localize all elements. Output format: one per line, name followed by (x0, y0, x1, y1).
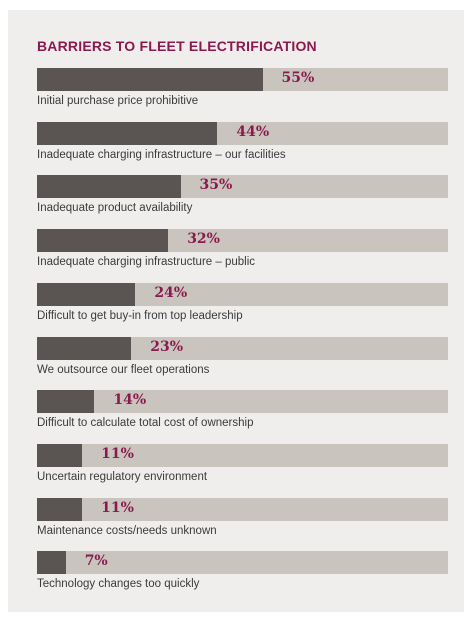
category-label: Difficult to calculate total cost of own… (37, 417, 254, 430)
value-label: 11% (101, 499, 134, 516)
bar (37, 390, 95, 414)
value-label: 7% (84, 553, 108, 570)
value-label: 44% (236, 123, 270, 140)
bar-row: 35% Inadequate product availability (37, 175, 448, 229)
category-label: We outsource our fleet operations (37, 363, 210, 376)
bar (37, 551, 66, 575)
bar-row: 14% Difficult to calculate total cost of … (37, 390, 448, 444)
value-label: 23% (150, 338, 184, 355)
category-label: Inadequate product availability (37, 202, 193, 215)
value-label: 11% (101, 445, 134, 462)
bar (37, 68, 263, 91)
bar-track (37, 175, 448, 199)
bar (37, 229, 169, 253)
bar (37, 121, 218, 145)
chart-title: BARRIERS TO FLEET ELECTRIFICATION (37, 38, 317, 54)
bar-row: 32% Inadequate charging infrastructure – … (37, 229, 448, 283)
value-label: 32% (187, 231, 220, 248)
category-label: Inadequate charging infrastructure – pub… (37, 256, 256, 269)
category-label: Technology changes too quickly (37, 578, 200, 591)
bar-row: 11% Uncertain regulatory environment (37, 443, 448, 498)
bar-track (37, 282, 448, 306)
category-label: Maintenance costs/needs unknown (37, 524, 217, 537)
value-label: 14% (113, 392, 147, 409)
bar-row: 7% Technology changes too quickly (37, 551, 448, 605)
category-label: Initial purchase price prohibitive (37, 95, 199, 107)
bar-row: 44% Inadequate charging infrastructure – … (37, 121, 448, 176)
bar (37, 443, 83, 467)
bar (37, 497, 83, 521)
bar-chart: 55% Initial purchase price prohibitive 44%… (37, 68, 448, 608)
bar-row: 23% We outsource our fleet operations (37, 336, 448, 391)
bar-track (37, 390, 448, 414)
category-label: Inadequate charging infrastructure – our… (37, 148, 286, 161)
bar (37, 336, 132, 360)
bar-row: 55% Initial purchase price prohibitive (37, 68, 448, 122)
bar-track (37, 68, 448, 91)
chart-panel: BARRIERS TO FLEET ELECTRIFICATION 55% Ini… (8, 10, 464, 612)
bar-track (37, 121, 448, 145)
value-label: 24% (154, 284, 188, 301)
bar-track (37, 336, 448, 360)
bar-row: 11% Maintenance costs/needs unknown (37, 497, 448, 552)
bar (37, 282, 136, 306)
value-label: 55% (281, 70, 315, 86)
bar-row: 24% Difficult to get buy-in from top lead… (37, 282, 448, 337)
bar-track (37, 229, 448, 253)
value-label: 35% (199, 177, 233, 194)
bar-track (37, 497, 448, 521)
category-label: Difficult to get buy-in from top leaders… (37, 309, 243, 322)
category-label: Uncertain regulatory environment (37, 470, 208, 483)
bar-track (37, 443, 448, 467)
bar (37, 175, 181, 199)
bar-track (37, 551, 448, 575)
